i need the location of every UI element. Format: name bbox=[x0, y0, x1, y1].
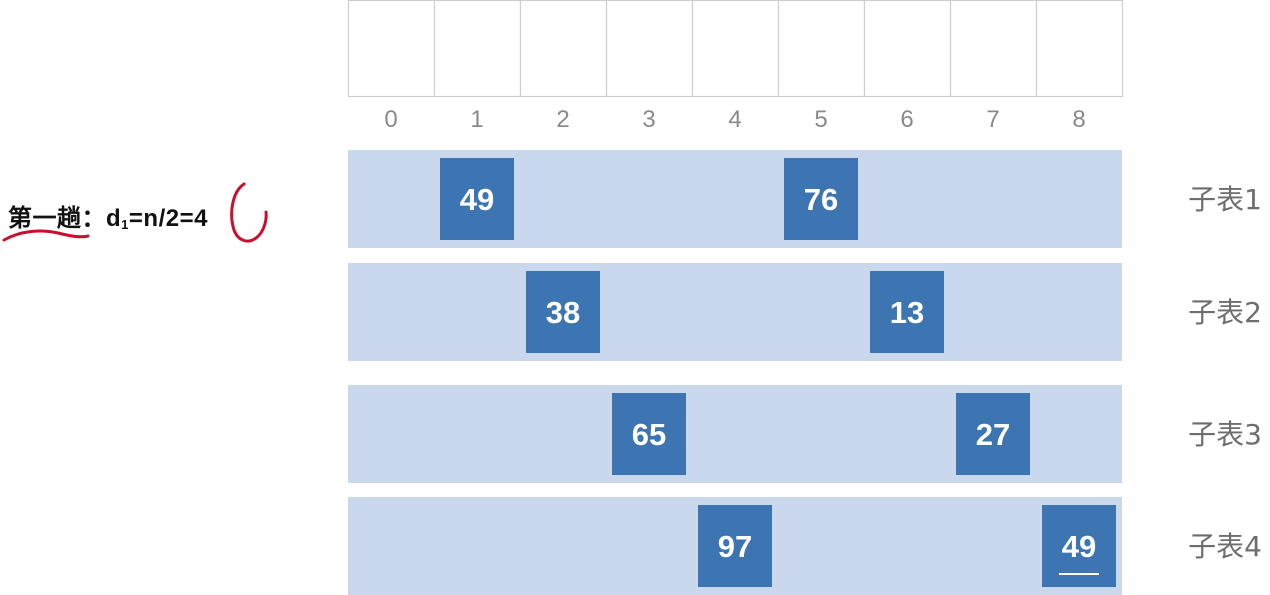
element-box bbox=[870, 271, 944, 353]
element-box bbox=[784, 158, 858, 240]
array-index-label: 8 bbox=[1072, 106, 1085, 133]
element-value: 49 bbox=[1062, 529, 1096, 564]
pass-formula: =n/2=4 bbox=[128, 205, 208, 232]
array-index-label: 1 bbox=[470, 106, 483, 133]
array-cell bbox=[1035, 0, 1124, 98]
array-cells bbox=[347, 0, 1124, 98]
pass-subscript: 1 bbox=[121, 217, 129, 232]
pass-d: d bbox=[106, 205, 122, 232]
sublist-row: 97 49 子表4 bbox=[348, 497, 1262, 595]
element-box bbox=[440, 158, 514, 240]
sublist-label: 子表1 bbox=[1188, 183, 1262, 216]
element-value: 76 bbox=[804, 182, 838, 217]
array-index-label: 0 bbox=[384, 106, 397, 133]
array-cell bbox=[777, 0, 866, 98]
element-value: 13 bbox=[890, 295, 924, 330]
sublist-row: 49 76 子表1 bbox=[348, 150, 1262, 248]
element-value: 38 bbox=[546, 295, 580, 330]
array-index-label: 6 bbox=[900, 106, 913, 133]
pass-prefix: 第一趟： bbox=[8, 205, 106, 232]
array-index-label: 4 bbox=[728, 106, 741, 133]
array-cell bbox=[863, 0, 952, 98]
sublist-band bbox=[348, 263, 1122, 361]
element-value: 49 bbox=[460, 182, 494, 217]
array-index-label: 5 bbox=[814, 106, 827, 133]
sublist-row: 38 13 子表2 bbox=[348, 263, 1262, 361]
array-cell bbox=[433, 0, 522, 98]
element-box bbox=[956, 393, 1030, 475]
pass-label: 第一趟：d1=n/2=4 bbox=[8, 198, 208, 233]
array-index-label: 3 bbox=[642, 106, 655, 133]
element-value: 65 bbox=[632, 417, 666, 452]
element-box bbox=[698, 505, 772, 587]
sublists: 49 76 子表1 38 13 子表2 65 27 子表3 97 49 子表4 bbox=[348, 150, 1262, 595]
array-index-label: 7 bbox=[986, 106, 999, 133]
element-value: 97 bbox=[718, 529, 752, 564]
array-index-label: 2 bbox=[556, 106, 569, 133]
sublist-label: 子表2 bbox=[1188, 296, 1262, 329]
sublist-label: 子表3 bbox=[1188, 418, 1262, 451]
sublist-row: 65 27 子表3 bbox=[348, 385, 1262, 483]
array-cell bbox=[347, 0, 436, 98]
sublist-label: 子表4 bbox=[1188, 530, 1262, 563]
element-box bbox=[612, 393, 686, 475]
array-cell bbox=[949, 0, 1038, 98]
array-cell bbox=[519, 0, 608, 98]
element-box bbox=[526, 271, 600, 353]
array-indices: 0 1 2 3 4 5 6 7 8 bbox=[384, 106, 1085, 133]
array-cell bbox=[691, 0, 780, 98]
array-cell bbox=[605, 0, 694, 98]
element-value: 27 bbox=[976, 417, 1010, 452]
